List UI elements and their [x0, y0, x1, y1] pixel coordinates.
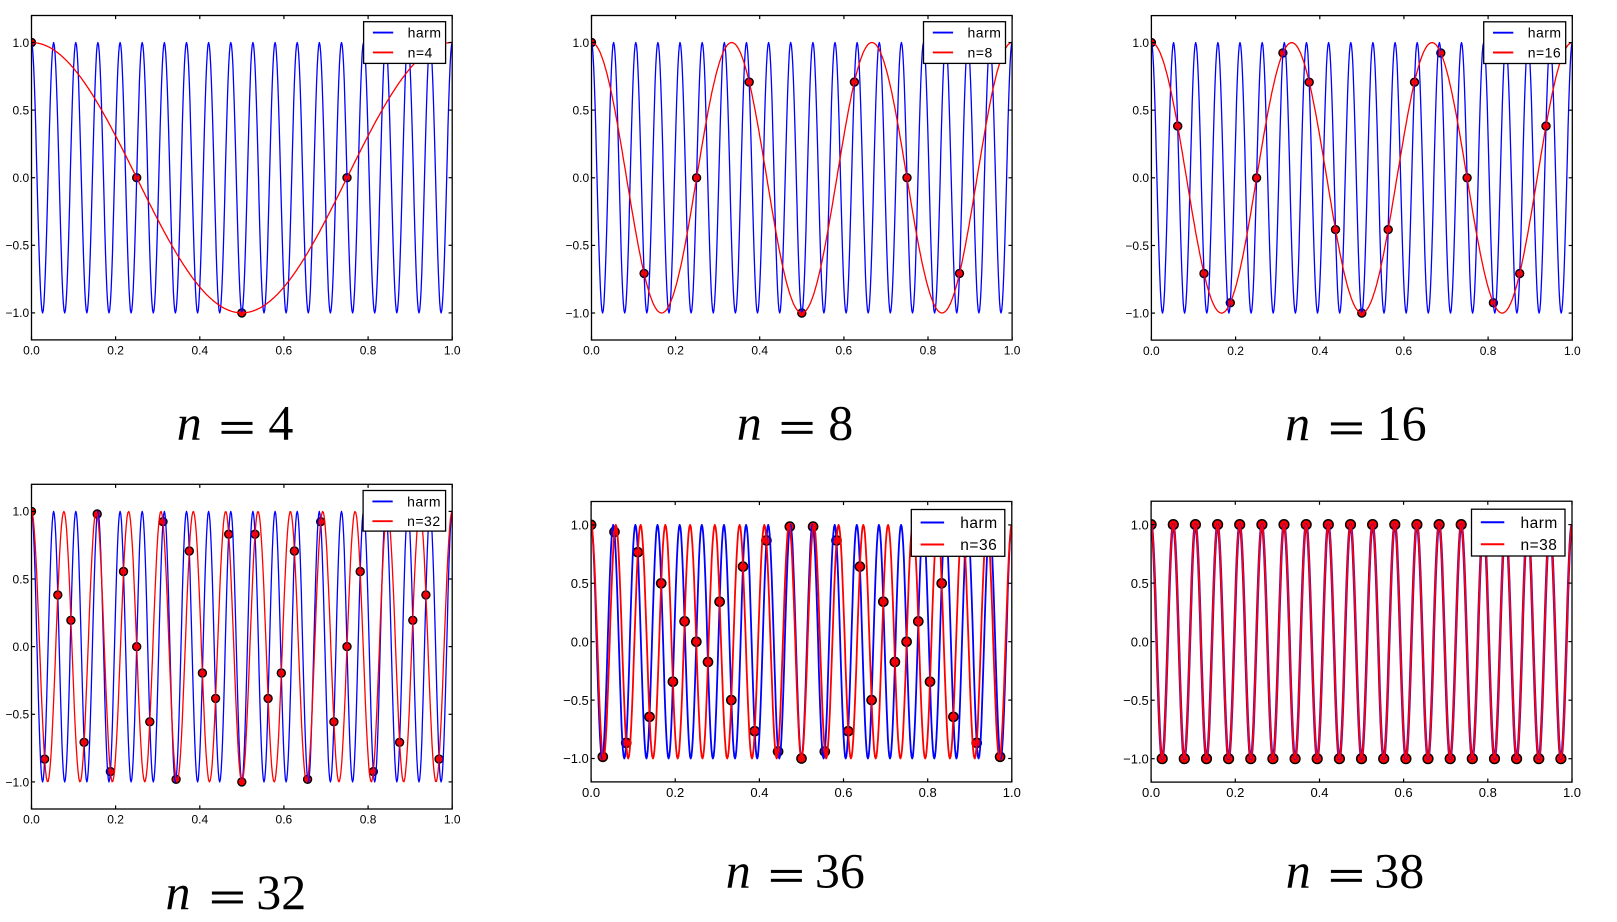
svg-text:1.0: 1.0 [1003, 785, 1021, 800]
svg-text:n=4: n=4 [408, 44, 433, 60]
svg-text:1.0: 1.0 [13, 505, 30, 519]
svg-text:0.6: 0.6 [834, 785, 852, 800]
svg-text:n: n [726, 843, 751, 899]
svg-text:0.0: 0.0 [1143, 344, 1160, 358]
svg-text:0.5: 0.5 [1132, 104, 1149, 118]
svg-text:n: n [166, 864, 191, 920]
svg-text:0.8: 0.8 [1479, 785, 1497, 800]
svg-text:16: 16 [1377, 395, 1427, 451]
svg-text:n: n [1286, 843, 1311, 899]
svg-text:harm: harm [1521, 515, 1558, 532]
svg-text:0.4: 0.4 [750, 785, 768, 800]
svg-text:1.0: 1.0 [573, 36, 590, 50]
svg-text:0.4: 0.4 [191, 813, 208, 827]
svg-text:harm: harm [968, 25, 1002, 41]
svg-text:0.4: 0.4 [1310, 785, 1328, 800]
svg-text:8: 8 [828, 395, 853, 451]
svg-text:1.0: 1.0 [444, 813, 461, 827]
svg-text:1.0: 1.0 [1004, 344, 1021, 358]
svg-text:−1.0: −1.0 [1125, 306, 1149, 320]
svg-text:0.5: 0.5 [1131, 576, 1149, 591]
svg-text:0.0: 0.0 [1131, 634, 1149, 649]
svg-text:0.0: 0.0 [573, 171, 590, 185]
svg-text:0.0: 0.0 [23, 813, 40, 827]
svg-text:0.5: 0.5 [13, 103, 30, 117]
svg-text:0.4: 0.4 [191, 344, 208, 358]
svg-text:0.2: 0.2 [1227, 344, 1244, 358]
svg-text:n=38: n=38 [1521, 537, 1558, 554]
svg-text:1.0: 1.0 [571, 518, 589, 533]
svg-text:0.6: 0.6 [1396, 344, 1413, 358]
svg-text:0.8: 0.8 [360, 344, 377, 358]
svg-text:1.0: 1.0 [1564, 344, 1581, 358]
svg-text:n: n [1285, 395, 1310, 451]
svg-text:n=16: n=16 [1528, 45, 1562, 61]
svg-text:0.0: 0.0 [13, 171, 30, 185]
svg-text:0.8: 0.8 [360, 813, 377, 827]
svg-text:−1.0: −1.0 [1123, 751, 1149, 766]
svg-text:−0.5: −0.5 [565, 239, 589, 253]
svg-text:0.2: 0.2 [107, 813, 124, 827]
svg-text:harm: harm [1528, 25, 1562, 41]
svg-text:1.0: 1.0 [1131, 517, 1149, 532]
svg-text:0.0: 0.0 [1142, 785, 1160, 800]
svg-text:0.6: 0.6 [1395, 785, 1413, 800]
svg-text:0.0: 0.0 [583, 344, 600, 358]
svg-text:1.0: 1.0 [1132, 36, 1149, 50]
svg-text:0.2: 0.2 [1226, 785, 1244, 800]
svg-text:−1.0: −1.0 [5, 306, 29, 320]
svg-text:n=36: n=36 [960, 537, 997, 554]
svg-text:0.0: 0.0 [13, 640, 30, 654]
svg-text:0.6: 0.6 [836, 344, 853, 358]
svg-text:−0.5: −0.5 [5, 708, 29, 722]
svg-text:harm: harm [408, 25, 442, 41]
svg-text:0.5: 0.5 [571, 576, 589, 591]
svg-text:0.6: 0.6 [276, 813, 293, 827]
svg-text:n: n [177, 395, 202, 451]
svg-text:0.8: 0.8 [919, 785, 937, 800]
svg-text:0.5: 0.5 [13, 572, 30, 586]
svg-text:−1.0: −1.0 [563, 751, 589, 766]
svg-text:−0.5: −0.5 [563, 693, 589, 708]
svg-text:n: n [737, 395, 762, 451]
svg-text:0.5: 0.5 [573, 104, 590, 118]
svg-text:4: 4 [268, 395, 293, 451]
svg-text:1.0: 1.0 [1563, 785, 1581, 800]
svg-text:36: 36 [815, 843, 865, 899]
svg-text:−1.0: −1.0 [565, 306, 589, 320]
svg-text:harm: harm [960, 515, 997, 532]
svg-text:0.4: 0.4 [1311, 344, 1328, 358]
svg-text:−0.5: −0.5 [5, 239, 29, 253]
svg-text:−0.5: −0.5 [1123, 693, 1149, 708]
svg-text:n=8: n=8 [968, 44, 993, 60]
svg-text:0.2: 0.2 [667, 344, 684, 358]
svg-text:−0.5: −0.5 [1125, 239, 1149, 253]
svg-text:0.0: 0.0 [571, 634, 589, 649]
svg-text:harm: harm [407, 493, 441, 509]
svg-text:38: 38 [1374, 843, 1424, 899]
svg-text:0.8: 0.8 [920, 344, 937, 358]
svg-text:n=32: n=32 [407, 513, 441, 529]
svg-text:−1.0: −1.0 [5, 775, 29, 789]
svg-text:0.0: 0.0 [582, 785, 600, 800]
svg-text:0.0: 0.0 [1132, 171, 1149, 185]
svg-text:0.8: 0.8 [1480, 344, 1497, 358]
svg-text:32: 32 [256, 864, 306, 920]
svg-text:1.0: 1.0 [444, 344, 461, 358]
svg-text:0.4: 0.4 [751, 344, 768, 358]
svg-text:0.6: 0.6 [276, 344, 293, 358]
svg-text:1.0: 1.0 [13, 36, 30, 50]
svg-text:0.2: 0.2 [107, 344, 124, 358]
svg-text:0.2: 0.2 [666, 785, 684, 800]
svg-text:0.0: 0.0 [23, 344, 40, 358]
